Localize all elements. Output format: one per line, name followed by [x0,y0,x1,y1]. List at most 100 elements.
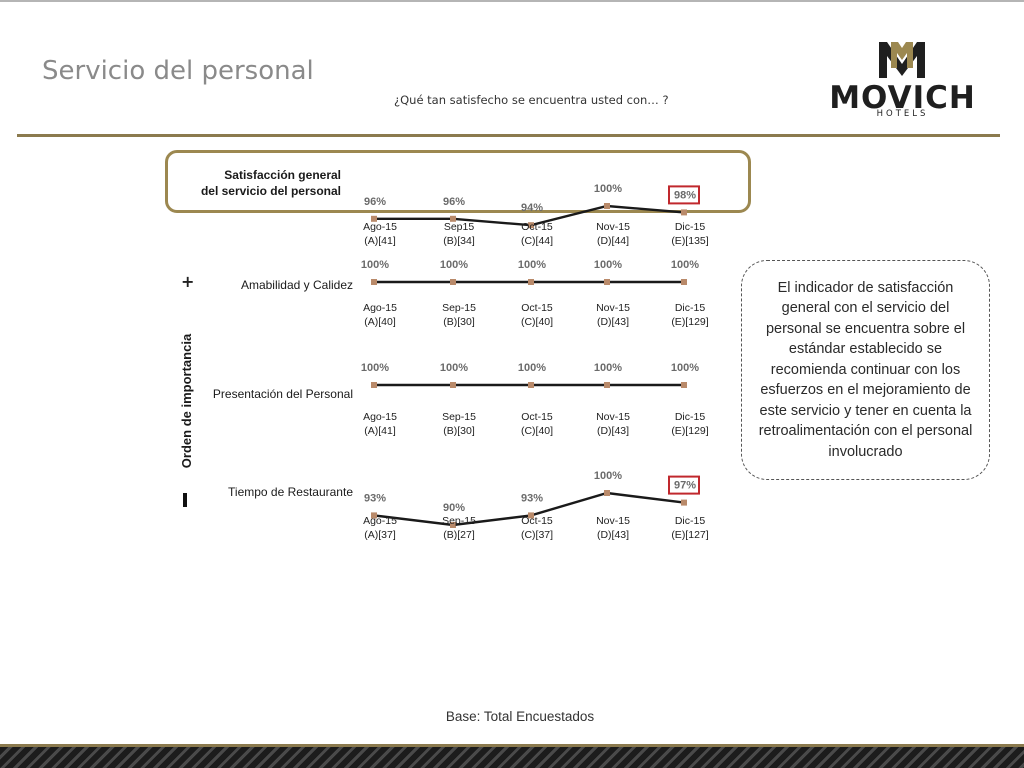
data-point-1-4 [681,279,687,285]
data-label-0-4: 98% [674,189,696,201]
data-label-1-4: 100% [671,259,699,271]
data-label-3-4: 97% [674,480,696,492]
insight-text: El indicador de satisfacción general con… [758,279,973,460]
data-point-2-2 [528,382,534,388]
data-point-0-4 [681,209,687,216]
category-label-1-1: Sep-15 [442,302,476,314]
category-label-2-2: Oct-15 [521,411,553,423]
row-label-overall-line1: Satisfacción general [224,168,341,182]
data-point-3-1 [450,522,456,528]
data-label-3-1: 90% [443,502,465,514]
category-base-1-2: (C)[40] [521,316,553,328]
category-base-2-1: (B)[30] [443,425,475,437]
category-label-1-0: Ago-15 [363,302,397,314]
category-label-3-0: Ago-15 [363,515,397,527]
data-label-0-0: 96% [364,196,386,208]
category-label-3-4: Dic-15 [675,515,706,527]
category-label-2-1: Sep-15 [442,411,476,423]
category-base-3-1: (B)[27] [443,529,475,541]
category-base-2-2: (C)[40] [521,425,553,437]
category-label-2-0: Ago-15 [363,411,397,423]
top-rule [0,0,1024,2]
footer-band [0,744,1024,768]
data-point-3-3 [604,490,610,496]
data-point-0-0 [371,215,377,222]
data-point-1-0 [371,279,377,285]
data-point-2-4 [681,382,687,388]
question-subtitle: ¿Qué tan satisfecho se encuentra usted c… [394,93,669,107]
data-label-1-3: 100% [594,259,622,271]
category-label-0-1: Sep15 [444,221,475,233]
movich-emblem-icon [879,42,925,78]
data-point-2-3 [604,382,610,388]
data-point-0-1 [450,215,456,222]
category-base-3-3: (D)[43] [597,529,629,541]
movich-logo: MOVICH HOTELS [815,38,990,123]
category-label-3-1: Sep-15 [442,515,476,527]
category-base-0-1: (B)[34] [443,235,475,247]
data-label-1-0: 100% [361,259,389,271]
category-base-0-0: (A)[41] [364,235,396,247]
logo-wordmark: MOVICH [829,80,976,116]
data-label-2-4: 100% [671,362,699,374]
highlight-box-0 [668,185,700,205]
base-note: Base: Total Encuestados [445,709,595,724]
category-base-2-4: (E)[129] [671,425,708,437]
category-base-2-0: (A)[41] [364,425,396,437]
data-point-1-1 [450,279,456,285]
row-label-overall-line2: del servicio del personal [200,184,341,198]
category-label-2-3: Nov-15 [596,411,630,423]
row-label-presentacion: Presentación del Personal [212,387,353,401]
category-label-0-2: Oct-15 [521,221,553,233]
importance-minus-sign [183,493,187,507]
data-label-3-2: 93% [521,492,543,504]
logo-subtitle: HOTELS [876,109,929,119]
category-label-1-3: Nov-15 [596,302,630,314]
category-label-3-3: Nov-15 [596,515,630,527]
category-base-1-3: (D)[43] [597,316,629,328]
highlight-box-3 [668,475,700,495]
category-base-1-1: (B)[30] [443,316,475,328]
row-label-tiempo-restaurante: Tiempo de Restaurante [228,485,353,499]
category-base-3-2: (C)[37] [521,529,553,541]
category-base-0-3: (D)[44] [597,235,629,247]
category-label-2-4: Dic-15 [675,411,706,423]
data-label-2-1: 100% [440,362,468,374]
category-base-3-4: (E)[127] [671,529,708,541]
insight-callout: El indicador de satisfacción general con… [741,260,990,480]
overall-satisfaction-frame [165,150,751,213]
category-label-1-4: Dic-15 [675,302,706,314]
row-label-overall: Satisfacción general del servicio del pe… [175,167,341,199]
data-point-2-1 [450,382,456,388]
page-title: Servicio del personal [42,56,314,86]
data-label-3-3: 100% [594,470,622,482]
data-point-3-2 [528,512,534,519]
data-label-0-1: 96% [443,196,465,208]
data-point-3-4 [681,499,687,506]
data-point-3-0 [371,512,377,519]
category-label-0-4: Dic-15 [675,221,706,233]
category-base-2-3: (D)[43] [597,425,629,437]
category-base-1-4: (E)[129] [671,316,708,328]
data-point-0-3 [604,203,610,209]
data-label-1-2: 100% [518,259,546,271]
data-point-1-3 [604,279,610,285]
category-base-0-4: (E)[135] [671,235,708,247]
category-base-1-0: (A)[40] [364,316,396,328]
data-point-1-2 [528,279,534,285]
data-label-2-2: 100% [518,362,546,374]
row-label-amabilidad: Amabilidad y Calidez [240,278,353,292]
category-label-0-0: Ago-15 [363,221,397,233]
data-label-0-2: 94% [521,202,543,214]
data-point-2-0 [371,382,377,388]
category-base-3-0: (A)[37] [364,529,396,541]
category-label-3-2: Oct-15 [521,515,553,527]
importance-plus-sign: + [181,272,195,291]
category-label-1-2: Oct-15 [521,302,553,314]
data-label-1-1: 100% [440,259,468,271]
data-label-0-3: 100% [594,183,622,195]
category-label-0-3: Nov-15 [596,221,630,233]
header-divider [17,134,1000,137]
data-label-3-0: 93% [364,492,386,504]
